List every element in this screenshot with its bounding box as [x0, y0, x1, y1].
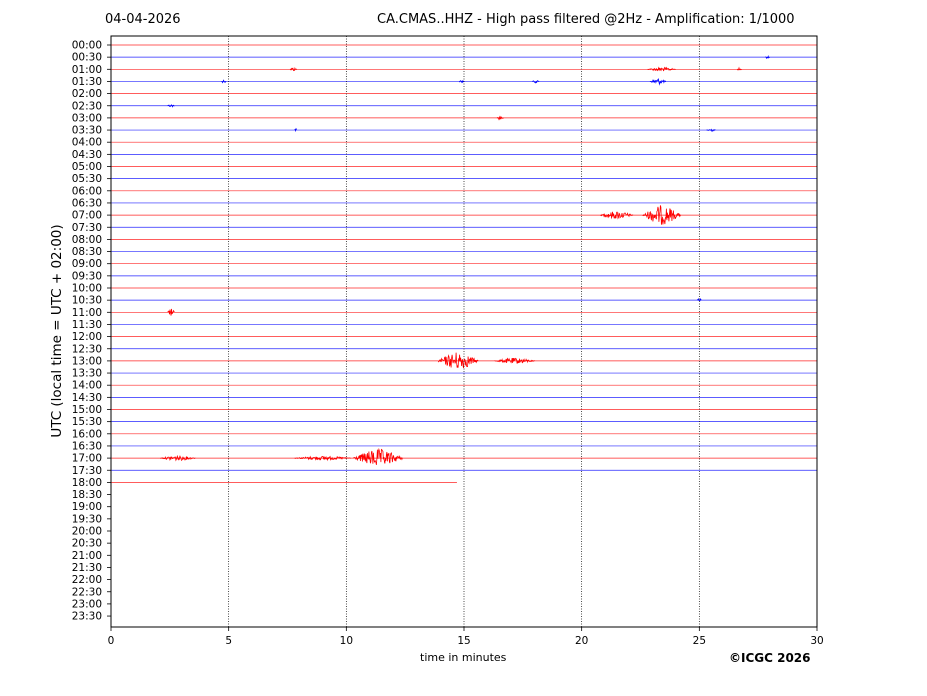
y-tick-label: 14:30 [72, 392, 102, 404]
y-tick-label: 02:30 [72, 100, 102, 112]
y-tick-label: 10:00 [72, 283, 102, 295]
seismic-event [160, 456, 195, 461]
x-tick-label: 25 [693, 635, 706, 647]
y-tick-label: 13:30 [72, 368, 102, 380]
x-axis-label: time in minutes [420, 651, 506, 664]
y-tick-label: 17:30 [72, 465, 102, 477]
y-tick-label: 21:30 [72, 562, 102, 574]
y-tick-label: 08:30 [72, 246, 102, 258]
y-tick-label: 16:30 [72, 440, 102, 452]
y-tick-label: 07:30 [72, 222, 102, 234]
y-tick-label: 21:00 [72, 550, 102, 562]
y-tick-label: 01:30 [72, 76, 102, 88]
y-tick-label: 03:00 [72, 112, 102, 124]
seismic-event [706, 130, 715, 132]
y-tick-label: 15:30 [72, 416, 102, 428]
x-tick-label: 30 [810, 635, 823, 647]
y-tick-label: 06:00 [72, 185, 102, 197]
y-tick-label: 00:00 [72, 40, 102, 52]
y-tick-label: 23:30 [72, 611, 102, 623]
y-tick-label: 10:30 [72, 295, 102, 307]
y-tick-label: 13:00 [72, 355, 102, 367]
copyright-notice: ©ICGC 2026 [729, 651, 811, 665]
y-tick-label: 08:00 [72, 234, 102, 246]
y-tick-label: 14:00 [72, 380, 102, 392]
y-tick-label: 05:30 [72, 173, 102, 185]
y-tick-label: 19:30 [72, 513, 102, 525]
seismic-event [765, 56, 770, 58]
seismic-event [459, 81, 464, 83]
x-tick-label: 5 [225, 635, 232, 647]
y-tick-label: 09:30 [72, 270, 102, 282]
y-tick-label: 05:00 [72, 161, 102, 173]
seismic-event [648, 68, 676, 71]
seismic-event [222, 80, 227, 82]
y-tick-label: 17:00 [72, 453, 102, 465]
y-tick-label: 12:00 [72, 331, 102, 343]
y-axis-label: UTC (local time = UTC + 02:00) [49, 224, 65, 437]
x-tick-label: 15 [457, 635, 470, 647]
y-tick-label: 11:30 [72, 319, 102, 331]
y-tick-label: 22:30 [72, 586, 102, 598]
y-tick-label: 20:30 [72, 538, 102, 550]
y-tick-label: 04:00 [72, 137, 102, 149]
y-tick-label: 22:00 [72, 574, 102, 586]
x-tick-label: 0 [108, 635, 115, 647]
y-tick-label: 00:30 [72, 52, 102, 64]
x-tick-label: 20 [575, 635, 588, 647]
seismic-event [353, 449, 402, 465]
x-tick-label: 10 [340, 635, 353, 647]
y-tick-label: 15:00 [72, 404, 102, 416]
y-tick-label: 02:00 [72, 88, 102, 100]
y-tick-label: 20:00 [72, 526, 102, 538]
y-tick-label: 18:00 [72, 477, 102, 489]
y-tick-label: 11:00 [72, 307, 102, 319]
y-tick-label: 01:00 [72, 64, 102, 76]
y-tick-label: 12:30 [72, 343, 102, 355]
y-tick-label: 04:30 [72, 149, 102, 161]
y-tick-label: 07:00 [72, 210, 102, 222]
y-tick-label: 09:00 [72, 258, 102, 270]
seismic-event [737, 68, 742, 70]
y-tick-label: 16:00 [72, 428, 102, 440]
y-tick-label: 19:00 [72, 501, 102, 513]
seismic-event [290, 68, 297, 71]
seismic-event [438, 353, 478, 368]
y-tick-label: 18:30 [72, 489, 102, 501]
y-tick-label: 23:00 [72, 598, 102, 610]
y-tick-label: 06:30 [72, 197, 102, 209]
y-tick-label: 03:30 [72, 125, 102, 137]
